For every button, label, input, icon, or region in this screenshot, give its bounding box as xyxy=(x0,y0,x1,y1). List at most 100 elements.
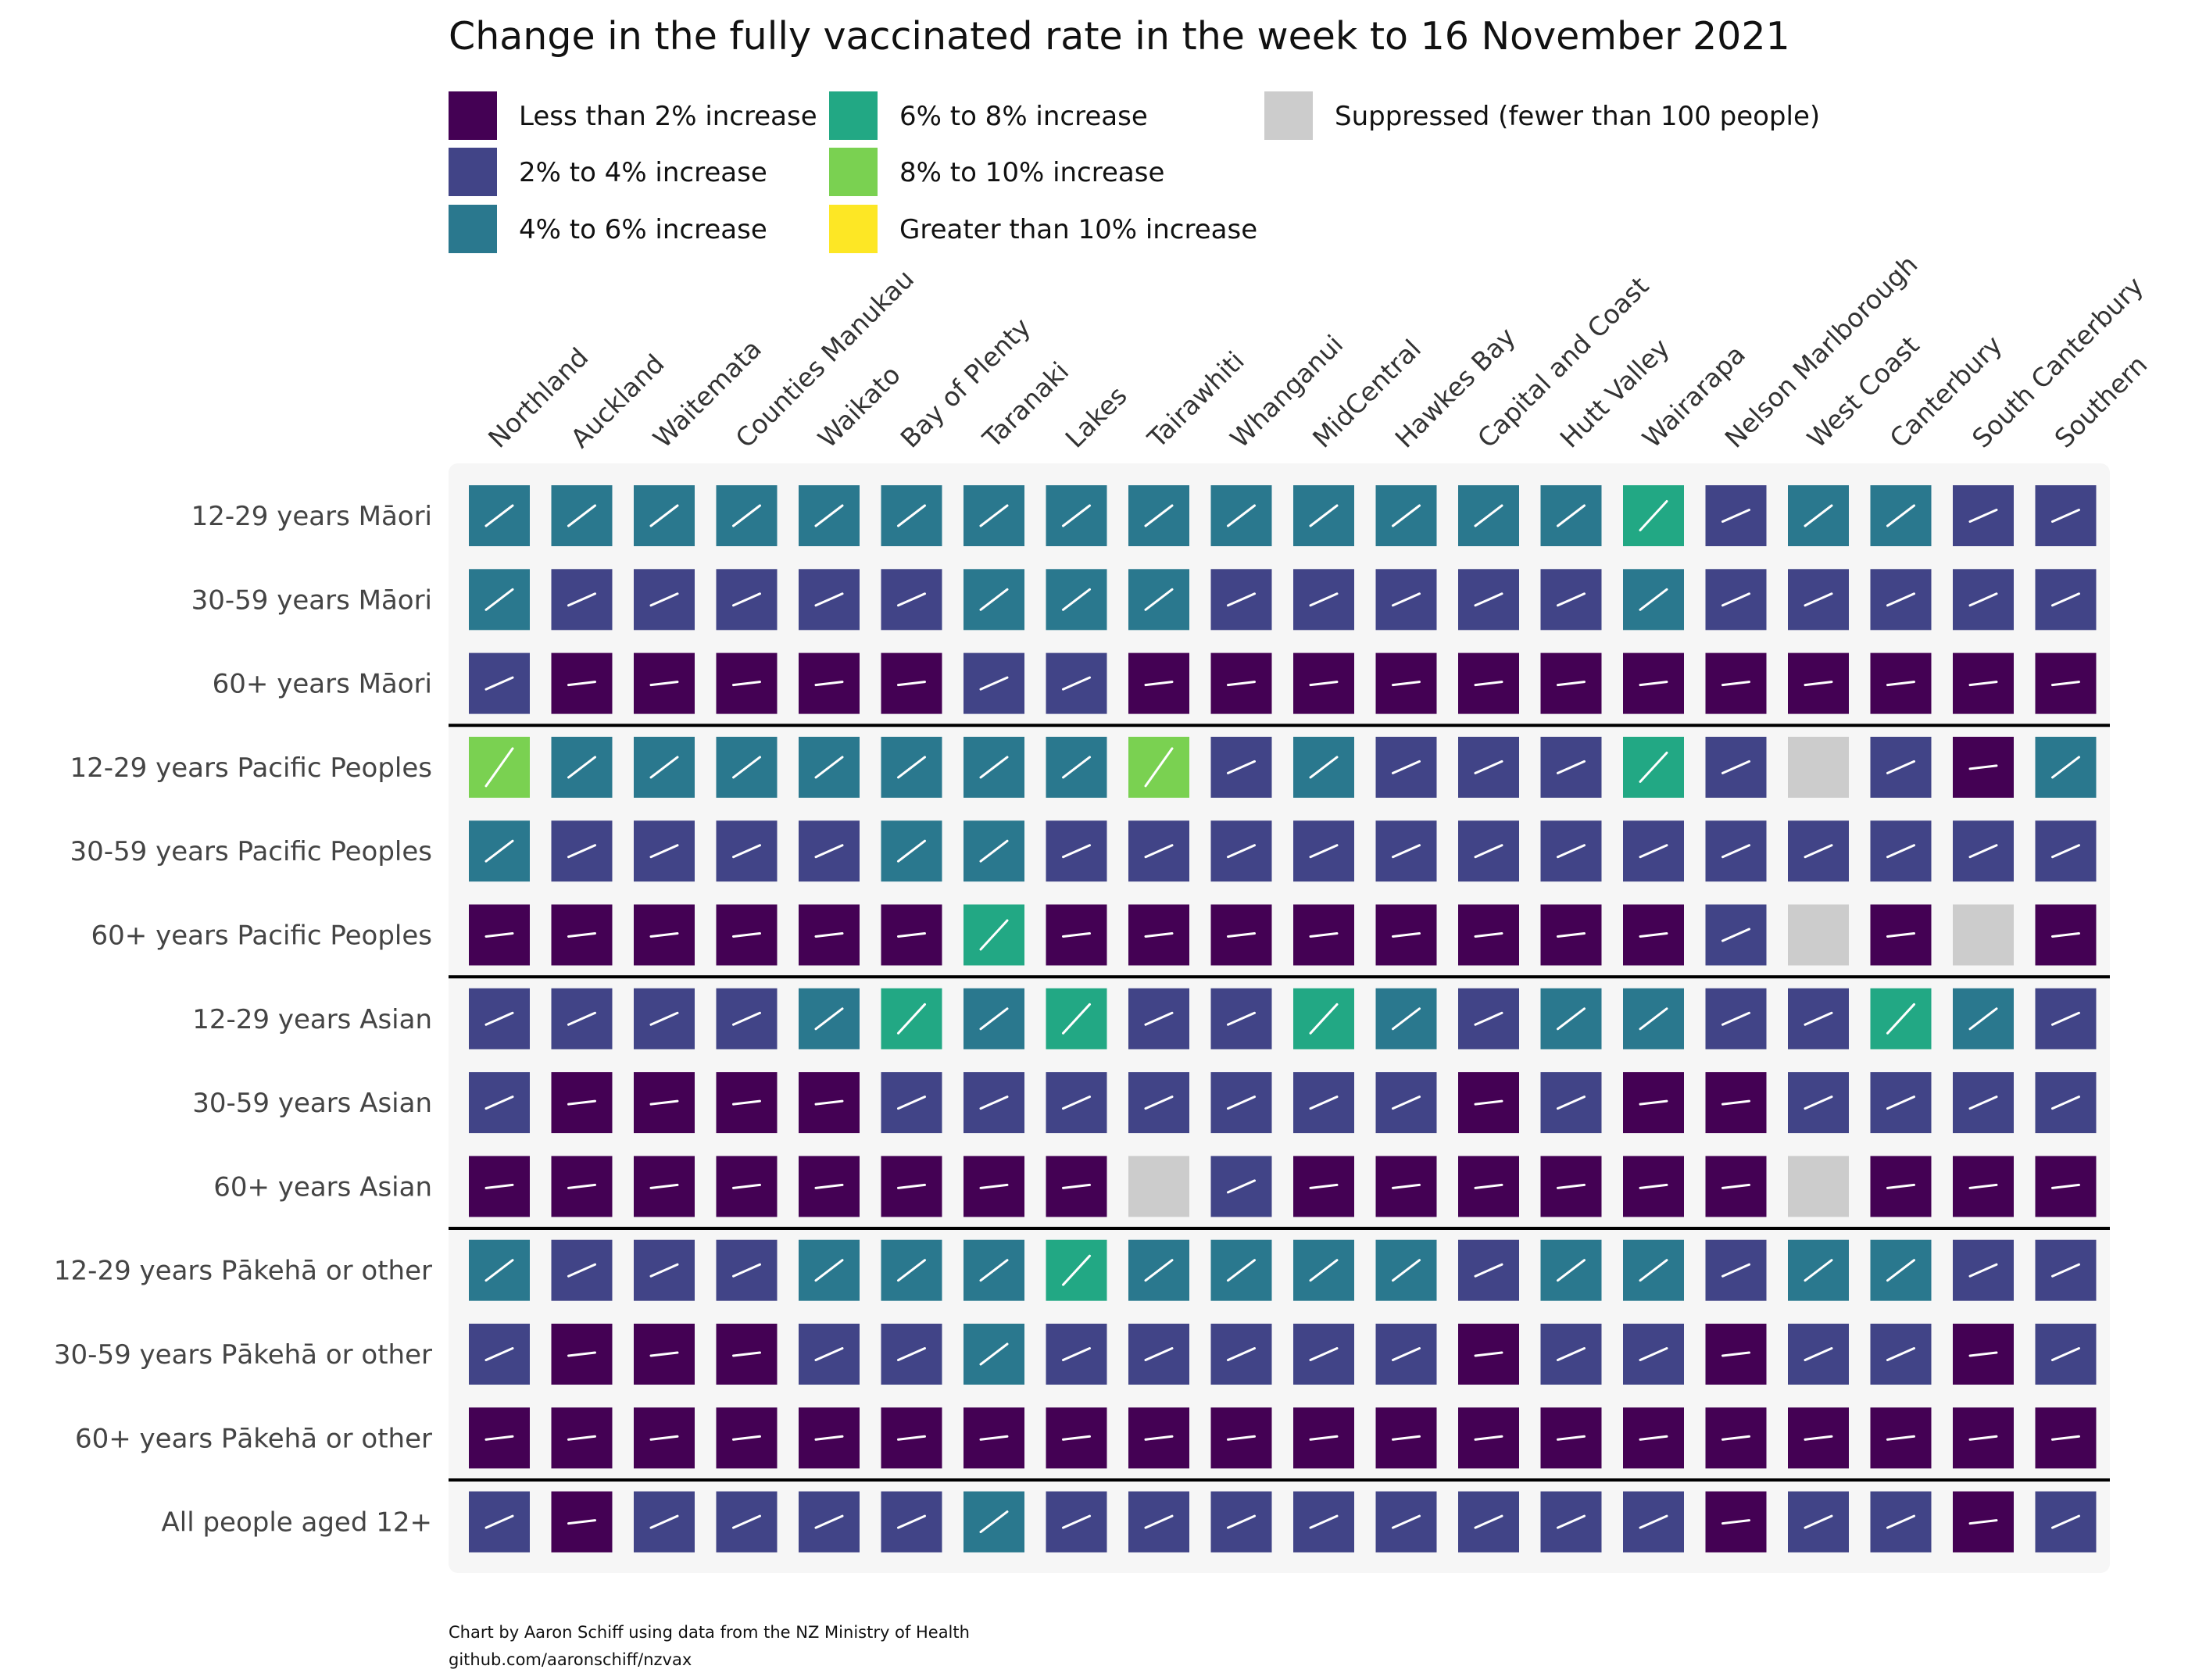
trend-line xyxy=(814,1183,844,1189)
trend-line xyxy=(1721,1435,1750,1441)
trend-line xyxy=(1968,1351,1998,1357)
trend-line xyxy=(1474,1183,1503,1189)
trend-line xyxy=(567,592,596,607)
trend-line xyxy=(1474,1435,1503,1441)
trend-line xyxy=(814,844,844,859)
trend-line xyxy=(1639,1514,1668,1529)
trend-line xyxy=(814,592,844,607)
trend-line xyxy=(1144,681,1174,687)
trend-line xyxy=(1227,1514,1256,1529)
trend-line xyxy=(1144,1435,1174,1441)
trend-line xyxy=(1886,592,1915,607)
trend-line xyxy=(1886,844,1915,859)
trend-line xyxy=(1062,1514,1091,1529)
trend-line xyxy=(1639,1259,1668,1282)
trend-line xyxy=(1474,681,1503,687)
trend-line xyxy=(1309,592,1339,607)
legend-swatch xyxy=(829,91,878,140)
trend-line xyxy=(1557,1514,1586,1529)
trend-line xyxy=(1392,844,1421,859)
trend-line xyxy=(1392,1514,1421,1529)
trend-line xyxy=(484,588,514,611)
trend-line xyxy=(2051,592,2080,607)
trend-line xyxy=(1227,1435,1256,1441)
trend-line xyxy=(1804,1435,1833,1441)
trend-line xyxy=(1474,592,1503,607)
trend-line xyxy=(2051,932,2080,938)
trend-line xyxy=(1886,1514,1915,1529)
trend-line xyxy=(979,1435,1009,1441)
trend-line xyxy=(1639,1435,1668,1441)
trend-line xyxy=(1804,1259,1833,1282)
trend-line xyxy=(1392,760,1421,774)
trend-line xyxy=(567,1263,596,1278)
trend-line xyxy=(1968,1183,1998,1189)
trend-line xyxy=(1639,588,1668,611)
trend-line xyxy=(649,844,679,859)
trend-line xyxy=(2051,1514,2080,1529)
row-label: 12-29 years Asian xyxy=(192,1004,432,1035)
trend-line xyxy=(1639,844,1668,859)
trend-line xyxy=(1062,1435,1091,1441)
trend-line xyxy=(1474,1351,1503,1357)
trend-line xyxy=(814,1435,844,1441)
trend-line xyxy=(1062,504,1091,527)
trend-line xyxy=(1557,1435,1586,1441)
trend-line xyxy=(1804,1347,1833,1361)
legend-swatch xyxy=(449,91,497,140)
trend-line xyxy=(1309,1259,1339,1282)
trend-line xyxy=(1557,760,1586,774)
row-label: 60+ years Māori xyxy=(213,669,432,700)
trend-line xyxy=(1309,1003,1339,1035)
trend-line xyxy=(1144,747,1174,788)
trend-line xyxy=(1886,932,1915,938)
trend-line xyxy=(1062,756,1091,779)
trend-line xyxy=(1557,1007,1586,1031)
trend-line xyxy=(1062,932,1091,938)
trend-line xyxy=(484,1435,514,1441)
trend-line xyxy=(814,504,844,527)
trend-line xyxy=(2051,1435,2080,1441)
trend-line xyxy=(1144,1011,1174,1026)
trend-line xyxy=(1062,676,1091,691)
row-label: 30-59 years Pākehā or other xyxy=(54,1339,432,1371)
caption-link: github.com/aaronschiff/nzvax xyxy=(449,1650,692,1669)
trend-line xyxy=(1968,1435,1998,1441)
trend-line xyxy=(1392,1183,1421,1189)
trend-line xyxy=(484,1096,514,1110)
trend-line xyxy=(897,1096,926,1110)
trend-line xyxy=(1144,1096,1174,1110)
trend-line xyxy=(1639,1007,1668,1031)
trend-line xyxy=(1557,1096,1586,1110)
trend-line xyxy=(732,592,761,607)
trend-line xyxy=(979,919,1009,951)
trend-line xyxy=(979,1342,1009,1366)
trend-line xyxy=(1804,844,1833,859)
trend-line xyxy=(1309,844,1339,859)
trend-line xyxy=(1886,504,1915,527)
trend-line xyxy=(1721,1263,1750,1278)
trend-line xyxy=(2051,1096,2080,1110)
trend-line xyxy=(1639,1099,1668,1106)
trend-line xyxy=(1144,932,1174,938)
trend-line xyxy=(1309,756,1339,779)
trend-line xyxy=(1392,681,1421,687)
trend-line xyxy=(1721,1099,1750,1106)
trend-line xyxy=(649,1011,679,1026)
trend-line xyxy=(567,1011,596,1026)
trend-line xyxy=(1968,1519,1998,1525)
legend-swatch xyxy=(829,205,878,253)
trend-line xyxy=(1886,1347,1915,1361)
trend-line xyxy=(484,839,514,863)
legend-label: Suppressed (fewer than 100 people) xyxy=(1335,101,1821,132)
trend-line xyxy=(732,1099,761,1106)
trend-line xyxy=(649,1263,679,1278)
trend-line xyxy=(1804,1096,1833,1110)
trend-line xyxy=(1474,1514,1503,1529)
trend-line xyxy=(1144,504,1174,527)
trend-line xyxy=(1557,592,1586,607)
trend-line xyxy=(1968,1096,1998,1110)
trend-line xyxy=(1721,760,1750,774)
trend-line xyxy=(1309,1435,1339,1441)
